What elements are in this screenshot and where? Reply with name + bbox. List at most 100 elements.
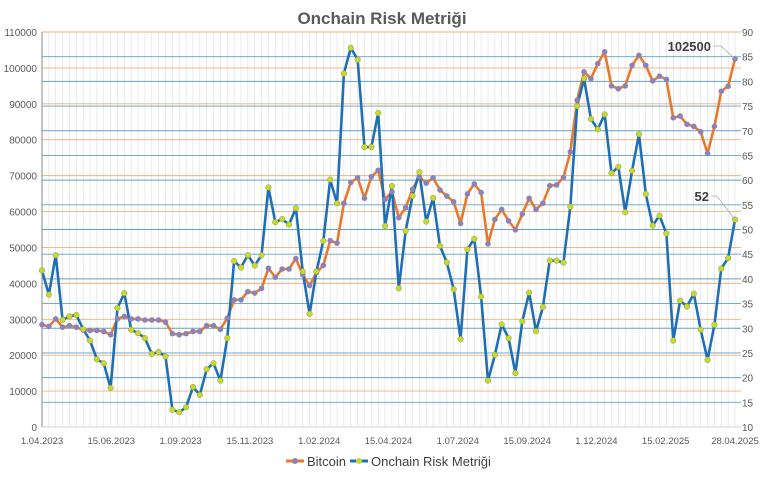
- legend-item-bitcoin[interactable]: Bitcoin: [286, 454, 346, 469]
- bitcoin-point: [416, 173, 423, 180]
- risk-point: [622, 209, 629, 216]
- risk-point: [203, 366, 210, 373]
- bitcoin-point: [169, 330, 176, 337]
- bitcoin-point: [375, 167, 382, 174]
- risk-point: [272, 219, 279, 226]
- risk-point: [471, 235, 478, 242]
- bitcoin-point: [533, 206, 539, 213]
- bitcoin-point: [114, 316, 121, 322]
- risk-point: [526, 289, 533, 296]
- risk-point: [183, 404, 190, 411]
- bitcoin-point: [183, 330, 189, 337]
- bitcoin-point: [505, 218, 512, 224]
- risk-point: [340, 70, 347, 77]
- risk-point: [608, 170, 615, 177]
- bitcoin-point: [382, 196, 388, 203]
- bitcoin-point: [608, 83, 615, 89]
- bitcoin-point: [39, 321, 45, 328]
- risk-point: [66, 313, 73, 320]
- risk-point: [546, 257, 553, 264]
- risk-point: [718, 265, 725, 272]
- bitcoin-point: [471, 181, 478, 187]
- risk-line: [40, 46, 737, 414]
- annotation-leader-bitcoin: [713, 45, 736, 60]
- bitcoin-point: [526, 195, 532, 202]
- risk-point: [484, 377, 492, 384]
- risk-point: [491, 351, 498, 358]
- left-tick-label: 100000: [4, 64, 38, 75]
- right-tick-label: 90: [742, 28, 754, 39]
- risk-point: [361, 143, 368, 151]
- risk-point: [402, 227, 409, 235]
- risk-point: [251, 262, 258, 269]
- bitcoin-point: [155, 317, 162, 323]
- bitcoin-point: [450, 199, 457, 205]
- right-tick-label: 55: [742, 201, 754, 212]
- bitcoin-point: [347, 179, 354, 186]
- risk-point: [395, 285, 402, 292]
- risk-point: [388, 183, 395, 190]
- bitcoin-point: [52, 316, 59, 322]
- bitcoin-point: [94, 327, 100, 334]
- risk-point: [292, 205, 299, 212]
- right-tick-label: 70: [742, 127, 754, 138]
- risk-point: [244, 252, 251, 259]
- bitcoin-point: [402, 204, 409, 211]
- risk-point: [532, 328, 540, 335]
- bitcoin-point: [492, 216, 498, 223]
- risk-point: [382, 222, 389, 230]
- left-tick-label: 60000: [9, 208, 37, 219]
- right-tick-label: 60: [742, 176, 754, 187]
- bitcoin-point: [197, 328, 203, 335]
- left-tick-label: 40000: [9, 279, 37, 290]
- bitcoin-point: [389, 188, 395, 195]
- right-tick-label: 75: [742, 102, 754, 113]
- risk-point: [176, 409, 183, 416]
- bitcoin-point: [107, 331, 114, 338]
- annotations: 102500 52: [668, 39, 736, 220]
- risk-point: [333, 200, 341, 207]
- bitcoin-point: [334, 240, 340, 246]
- bitcoin-point: [629, 62, 635, 69]
- legend-label-risk: Onchain Risk Metriği: [371, 454, 491, 469]
- risk-point: [73, 311, 80, 318]
- right-tick-label: 25: [742, 349, 754, 360]
- bitcoin-point: [464, 191, 471, 197]
- risk-point: [237, 264, 245, 271]
- right-tick-label: 20: [742, 374, 754, 385]
- risk-point: [711, 321, 718, 328]
- risk-point: [670, 337, 677, 344]
- bitcoin-point: [258, 285, 265, 292]
- risk-point: [430, 194, 437, 201]
- risk-point: [162, 353, 169, 360]
- bitcoin-point: [238, 297, 244, 303]
- bitcoin-point: [121, 313, 128, 320]
- risk-point: [539, 303, 546, 311]
- risk-point: [704, 356, 711, 363]
- right-tick-label: 65: [742, 151, 754, 162]
- bitcoin-point: [478, 189, 484, 196]
- bitcoin-point: [677, 113, 683, 119]
- bitcoin-point: [553, 182, 560, 188]
- x-tick-label: 1.04.2023: [21, 436, 63, 447]
- bitcoin-point: [663, 76, 670, 83]
- risk-point: [594, 126, 601, 133]
- bitcoin-point: [135, 316, 141, 322]
- risk-point: [574, 103, 581, 110]
- bitcoin-point: [341, 200, 347, 207]
- risk-point: [231, 258, 238, 265]
- bitcoin-point: [581, 69, 587, 75]
- left-tick-label: 10000: [9, 387, 37, 398]
- risk-point: [519, 318, 526, 325]
- legend-item-risk[interactable]: Onchain Risk Metriği: [350, 454, 491, 469]
- x-tick-label: 15.04.2024: [365, 436, 413, 447]
- risk-point: [436, 242, 444, 249]
- bitcoin-point: [560, 174, 567, 181]
- risk-point: [196, 391, 203, 398]
- bitcoin-line: [41, 50, 737, 337]
- right-tick-label: 85: [742, 53, 754, 64]
- bitcoin-point: [649, 78, 656, 84]
- risk-point: [155, 348, 162, 356]
- risk-point: [560, 259, 567, 266]
- risk-point: [498, 321, 505, 328]
